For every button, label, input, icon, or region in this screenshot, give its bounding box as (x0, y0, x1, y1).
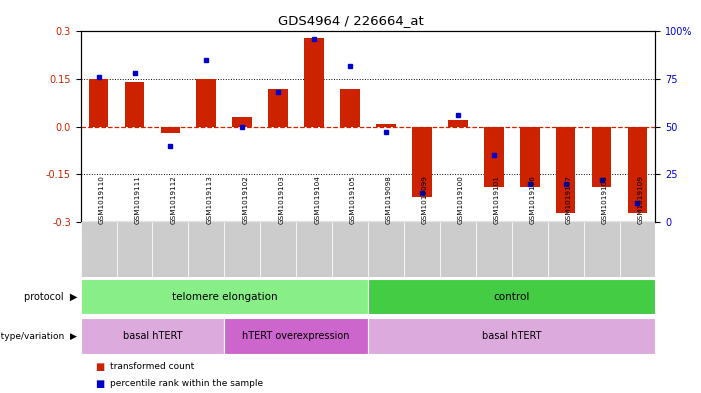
Bar (196, 79, 216, 127)
Text: GSM1019113: GSM1019113 (206, 175, 212, 224)
Text: basal hTERT: basal hTERT (123, 331, 182, 341)
Text: GSM1019105: GSM1019105 (350, 175, 356, 224)
Bar (448, 120, 468, 127)
Bar (547, 222, 583, 277)
Text: GSM1019107: GSM1019107 (566, 175, 571, 224)
Text: GSM1019106: GSM1019106 (530, 175, 536, 224)
Text: hTERT overexpression: hTERT overexpression (243, 331, 350, 341)
Bar (520, 127, 540, 187)
Text: telomere elongation: telomere elongation (172, 292, 277, 302)
Bar (368, 279, 655, 314)
Text: GSM1019109: GSM1019109 (637, 175, 644, 224)
Bar (153, 222, 189, 277)
Bar (476, 222, 512, 277)
Text: genotype/variation  ▶: genotype/variation ▶ (0, 332, 77, 340)
Text: basal hTERT: basal hTERT (482, 331, 541, 341)
Bar (332, 222, 368, 277)
Bar (81, 279, 368, 314)
Bar (268, 89, 288, 127)
Bar (125, 82, 144, 127)
Bar (368, 222, 404, 277)
Bar (81, 318, 224, 354)
Bar (297, 222, 332, 277)
Bar (116, 222, 153, 277)
Text: transformed count: transformed count (110, 362, 194, 371)
Bar (404, 222, 440, 277)
Bar (512, 222, 547, 277)
Text: protocol  ▶: protocol ▶ (24, 292, 77, 302)
Text: GSM1019110: GSM1019110 (99, 175, 104, 224)
Text: percentile rank within the sample: percentile rank within the sample (110, 379, 263, 388)
Bar (189, 222, 224, 277)
Bar (556, 127, 576, 213)
Bar (484, 127, 503, 187)
Bar (224, 222, 260, 277)
Bar (340, 89, 360, 127)
Text: GSM1019108: GSM1019108 (601, 175, 608, 224)
Text: GSM1019099: GSM1019099 (422, 175, 428, 224)
Text: GSM1019098: GSM1019098 (386, 175, 392, 224)
Text: GDS4964 / 226664_at: GDS4964 / 226664_at (278, 14, 423, 27)
Text: ■: ■ (95, 362, 104, 371)
Text: control: control (494, 292, 530, 302)
Bar (620, 222, 655, 277)
Bar (583, 222, 620, 277)
Text: GSM1019101: GSM1019101 (494, 175, 500, 224)
Bar (368, 318, 655, 354)
Bar (81, 222, 116, 277)
Bar (260, 222, 297, 277)
Bar (592, 127, 611, 187)
Bar (161, 127, 180, 133)
Bar (224, 318, 368, 354)
Bar (304, 38, 324, 127)
Text: GSM1019103: GSM1019103 (278, 175, 284, 224)
Text: GSM1019100: GSM1019100 (458, 175, 464, 224)
Text: GSM1019112: GSM1019112 (170, 175, 177, 224)
Bar (412, 127, 432, 196)
Bar (233, 117, 252, 127)
Bar (89, 79, 109, 127)
Text: GSM1019104: GSM1019104 (314, 175, 320, 224)
Text: GSM1019111: GSM1019111 (135, 175, 140, 224)
Bar (440, 222, 476, 277)
Bar (627, 127, 647, 213)
Bar (376, 123, 396, 127)
Text: ■: ■ (95, 379, 104, 389)
Text: GSM1019102: GSM1019102 (243, 175, 248, 224)
